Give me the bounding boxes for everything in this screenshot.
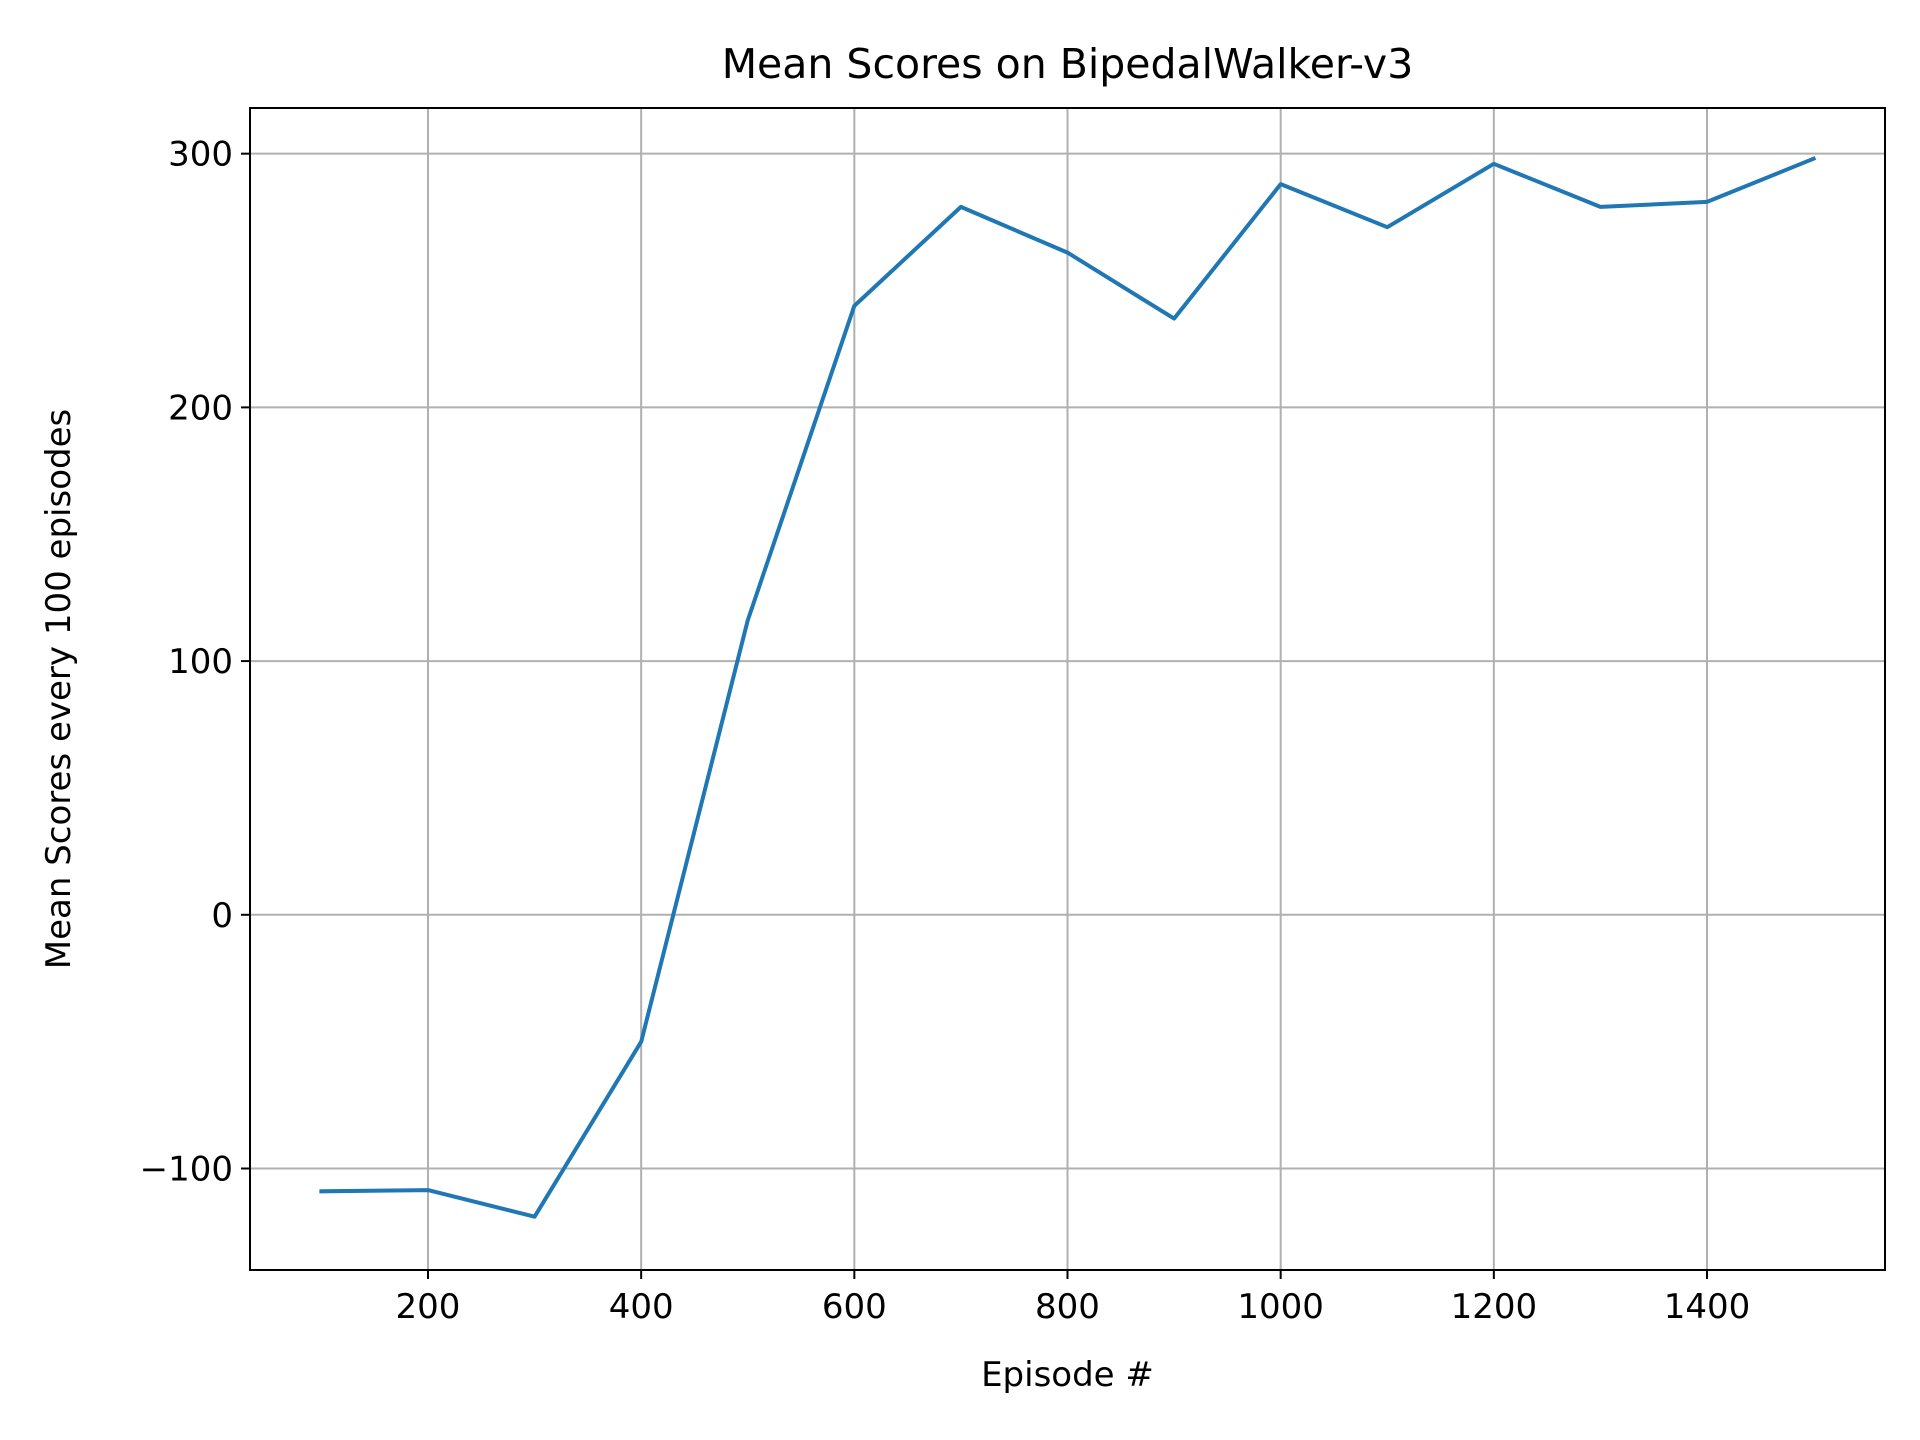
- grid-lines: [250, 108, 1885, 1270]
- chart-title: Mean Scores on BipedalWalker-v3: [722, 40, 1414, 88]
- x-axis-label: Episode #: [981, 1355, 1154, 1395]
- axis-ticks: 200 400 600 800 1000 1200 1400 −100 0 100 200 300: [140, 135, 1751, 1327]
- series-line: [319, 156, 1817, 1219]
- y-tick-label: 200: [168, 388, 233, 428]
- x-tick-label: 1200: [1451, 1287, 1538, 1327]
- y-axis-label: Mean Scores every 100 episodes: [39, 409, 79, 969]
- x-tick-label: 600: [822, 1287, 887, 1327]
- data-series: [319, 156, 1817, 1219]
- y-tick-label: 100: [168, 642, 233, 682]
- x-tick-label: 1400: [1664, 1287, 1751, 1327]
- x-tick-label: 1000: [1237, 1287, 1324, 1327]
- y-tick-label: 300: [168, 135, 233, 175]
- x-tick-label: 200: [396, 1287, 461, 1327]
- y-tick-label: −100: [140, 1150, 233, 1190]
- x-tick-label: 800: [1035, 1287, 1100, 1327]
- y-tick-label: 0: [211, 896, 233, 936]
- x-tick-label: 400: [609, 1287, 674, 1327]
